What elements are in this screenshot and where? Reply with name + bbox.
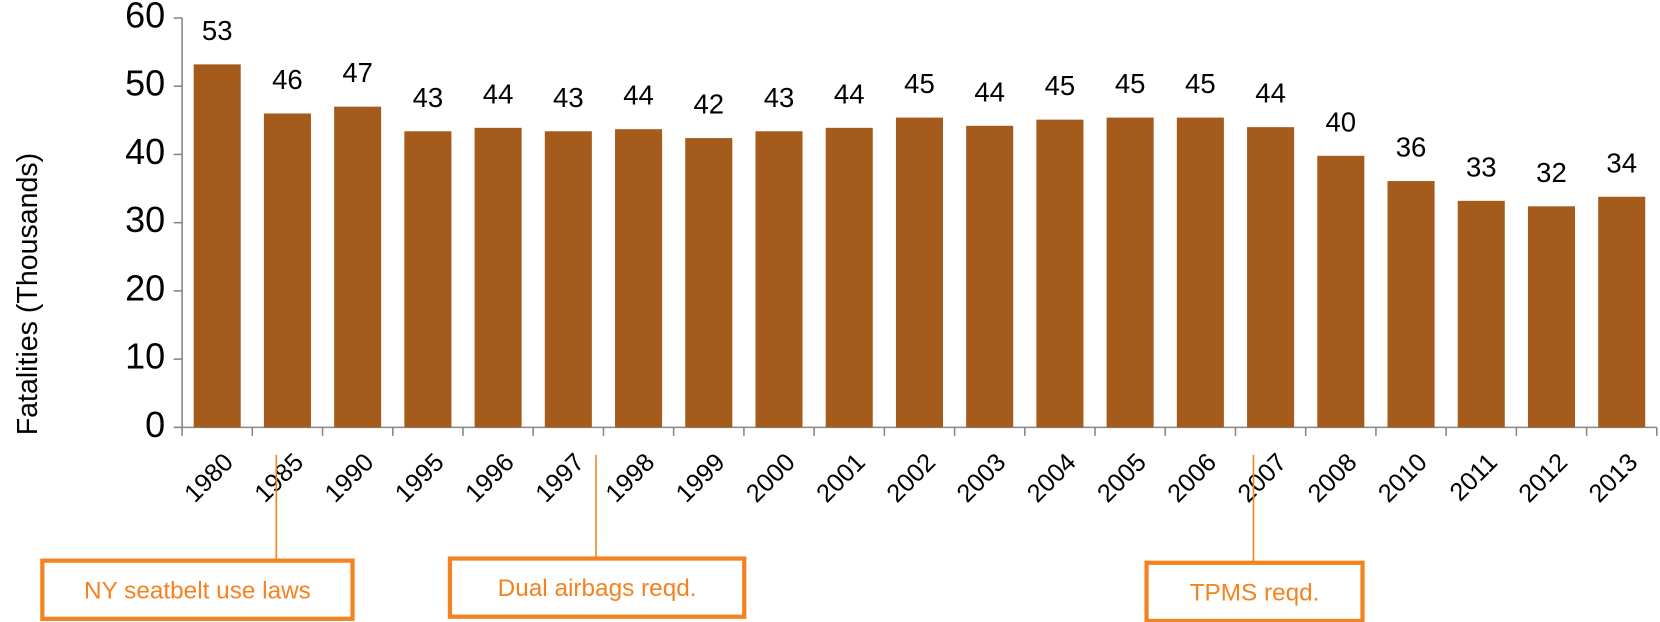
x-tick-label: 2004	[1022, 448, 1082, 508]
bar	[895, 117, 943, 428]
y-tick-label: 10	[125, 336, 165, 377]
bar	[1527, 206, 1576, 428]
data-label: 45	[1185, 68, 1216, 99]
x-tick-label: 2001	[811, 448, 871, 508]
data-label: 43	[553, 82, 584, 113]
x-tick-label: 1995	[390, 448, 450, 508]
data-label: 53	[202, 15, 233, 46]
x-tick-label: 1998	[601, 448, 661, 508]
data-label: 43	[764, 82, 795, 113]
y-tick-label: 0	[145, 404, 165, 445]
data-label: 32	[1536, 157, 1567, 188]
x-tick-label: 2000	[741, 448, 801, 508]
data-label: 47	[342, 57, 373, 88]
bar	[825, 127, 873, 428]
bar	[1598, 196, 1646, 428]
annotation: TPMS reqd.	[1190, 579, 1320, 606]
data-label: 44	[483, 78, 514, 109]
x-tick-label: 2003	[952, 448, 1012, 508]
x-tick-label: 1997	[530, 448, 590, 508]
data-label: 44	[1255, 78, 1286, 109]
annotation: Dual airbags reqd.	[498, 575, 697, 602]
annotation: NY seatbelt use laws	[84, 577, 311, 604]
data-label: 45	[1115, 68, 1146, 99]
y-tick-label: 50	[125, 63, 165, 104]
bar	[1106, 117, 1154, 428]
bar	[685, 138, 733, 428]
y-tick-label: 20	[125, 267, 165, 308]
bar	[1387, 181, 1435, 428]
x-tick-label: 1990	[320, 448, 380, 508]
data-label: 40	[1326, 106, 1357, 137]
bar	[966, 125, 1014, 428]
callout-box	[447, 556, 747, 619]
bar	[1317, 155, 1365, 428]
bar	[1176, 117, 1224, 428]
callout-box	[1144, 560, 1365, 622]
bar	[474, 127, 522, 428]
x-tick-label: 1996	[460, 448, 520, 508]
bar	[615, 129, 663, 428]
x-tick-label: 1980	[179, 448, 239, 508]
bar	[755, 131, 803, 428]
data-label: 46	[272, 64, 303, 95]
x-tick-label: 2008	[1303, 448, 1363, 508]
x-tick-label: 2012	[1513, 448, 1573, 508]
bar	[193, 64, 241, 428]
x-tick-label: 2013	[1584, 448, 1644, 508]
y-axis-title: Fatalities (Thousands)	[12, 153, 44, 435]
x-tick-label: 1999	[671, 448, 731, 508]
bar	[1247, 127, 1295, 428]
data-label: 44	[834, 78, 865, 109]
bar	[404, 131, 452, 428]
bar	[263, 113, 311, 428]
bar	[1036, 119, 1084, 428]
data-label: 34	[1606, 147, 1637, 178]
y-tick-label: 30	[125, 199, 165, 240]
y-tick-label: 60	[125, 0, 165, 35]
x-tick-label: 2007	[1233, 448, 1293, 508]
bar	[1457, 200, 1505, 428]
data-label: 43	[413, 82, 444, 113]
data-label: 45	[904, 68, 935, 99]
x-tick-label: 2010	[1373, 448, 1433, 508]
data-label: 33	[1466, 151, 1497, 182]
x-tick-label: 2011	[1445, 448, 1503, 506]
data-label: 36	[1396, 132, 1427, 163]
data-label: 42	[693, 89, 724, 120]
callout-box	[40, 558, 355, 621]
data-label: 44	[974, 76, 1005, 107]
x-tick-label: 2005	[1092, 448, 1152, 508]
data-label: 44	[623, 80, 654, 111]
x-tick-label: 1985	[249, 448, 309, 508]
x-tick-label: 2006	[1162, 448, 1222, 508]
y-tick-label: 40	[125, 131, 165, 172]
x-tick-label: 2002	[881, 448, 941, 508]
bar	[334, 106, 382, 428]
data-label: 45	[1045, 70, 1076, 101]
bar	[544, 131, 592, 428]
